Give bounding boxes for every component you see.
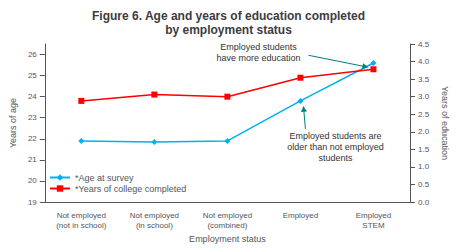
svg-text:4.0: 4.0	[418, 57, 430, 66]
svg-text:25: 25	[28, 71, 37, 80]
svg-text:0.5: 0.5	[418, 180, 430, 189]
svg-text:Years of age: Years of age	[8, 98, 18, 148]
svg-text:21: 21	[28, 155, 37, 164]
svg-text:Employed: Employed	[283, 211, 319, 220]
svg-text:Not employed: Not employed	[57, 211, 106, 220]
svg-text:20: 20	[28, 176, 37, 185]
svg-text:(combined): (combined)	[207, 221, 247, 230]
svg-text:2.5: 2.5	[418, 110, 430, 119]
svg-text:3.0: 3.0	[418, 92, 430, 101]
svg-text:Not employed: Not employed	[130, 211, 179, 220]
svg-text:Not employed: Not employed	[203, 211, 252, 220]
svg-text:19: 19	[28, 198, 37, 207]
svg-text:1.5: 1.5	[418, 145, 430, 154]
svg-text:Employed: Employed	[356, 211, 392, 220]
svg-text:*Age at survey: *Age at survey	[75, 173, 134, 183]
svg-text:older than not employed: older than not employed	[287, 142, 384, 152]
svg-text:Employment status: Employment status	[189, 234, 266, 244]
svg-text:(not in school): (not in school)	[56, 221, 107, 230]
svg-text:Employed students are: Employed students are	[289, 131, 381, 141]
svg-text:have more education: have more education	[216, 53, 300, 63]
svg-text:22: 22	[28, 134, 37, 143]
svg-text:Years of education: Years of education	[440, 86, 450, 160]
svg-text:STEM: STEM	[362, 221, 385, 230]
svg-text:3.5: 3.5	[418, 75, 430, 84]
svg-text:0.0: 0.0	[418, 198, 430, 207]
svg-text:4.5: 4.5	[418, 40, 430, 49]
svg-text:26: 26	[28, 50, 37, 59]
svg-text:by employment status: by employment status	[165, 23, 292, 37]
svg-text:*Years of college completed: *Years of college completed	[75, 184, 186, 194]
svg-text:Employed students: Employed students	[220, 42, 297, 52]
svg-text:1.0: 1.0	[418, 162, 430, 171]
svg-text:students: students	[318, 153, 353, 163]
svg-text:23: 23	[28, 113, 37, 122]
svg-text:Figure 6. Age and years of edu: Figure 6. Age and years of education com…	[92, 9, 365, 23]
svg-text:24: 24	[28, 92, 37, 101]
svg-text:2.0: 2.0	[418, 127, 430, 136]
svg-text:(in school): (in school)	[136, 221, 173, 230]
